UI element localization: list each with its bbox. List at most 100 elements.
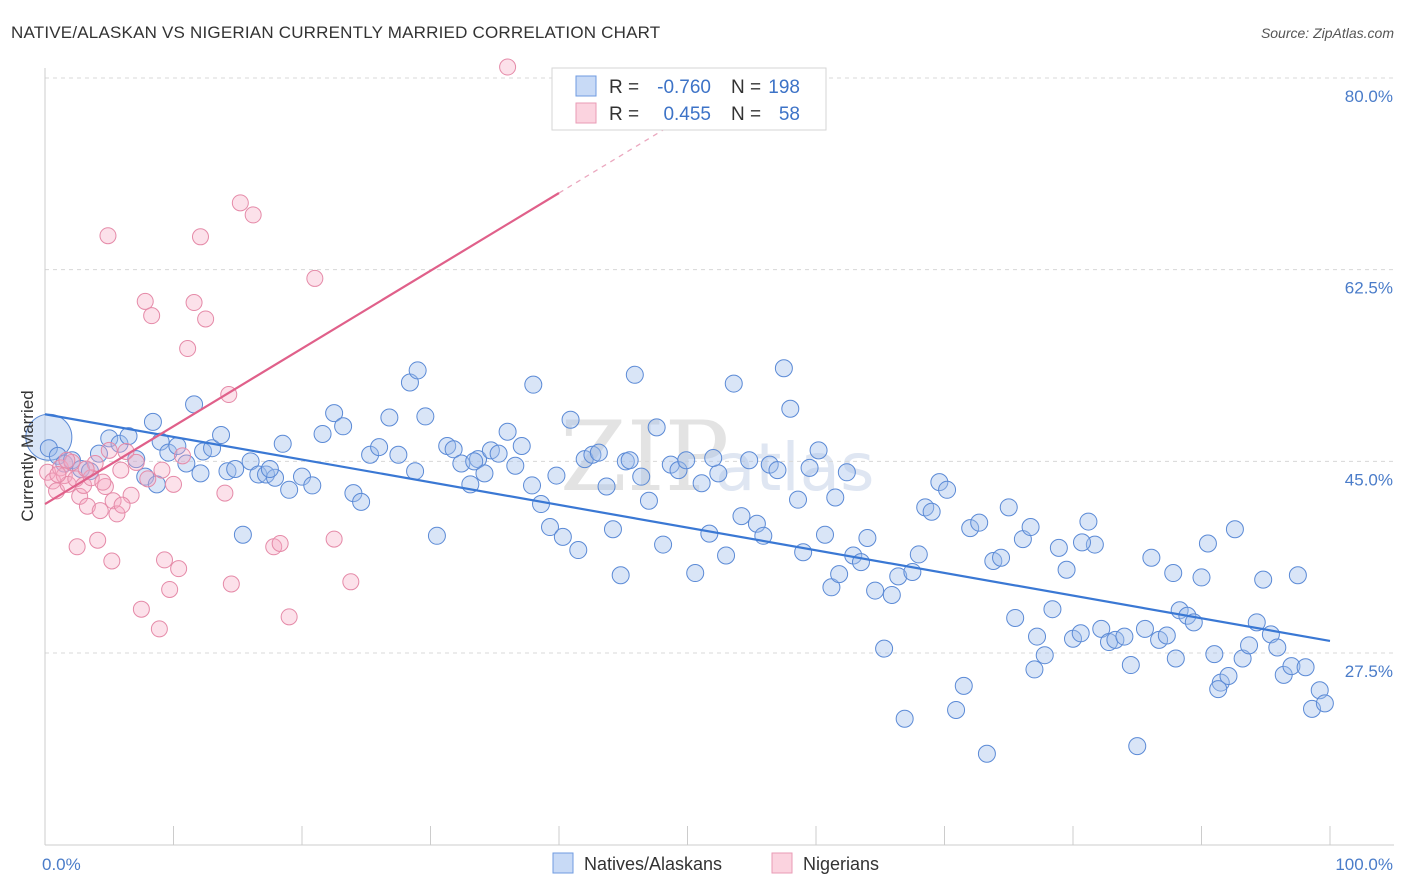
point-blue-74 — [654, 535, 673, 554]
point-blue-166 — [1315, 694, 1334, 713]
point-blue-144 — [1164, 564, 1183, 583]
point-pink-26 — [132, 600, 150, 618]
point-blue-153 — [1225, 520, 1244, 539]
point-pink-24 — [99, 227, 117, 245]
point-pink-28 — [143, 307, 161, 325]
point-blue-154 — [1233, 649, 1252, 668]
point-pink-29 — [150, 620, 168, 638]
point-blue-31 — [303, 476, 322, 495]
y-axis-title: Currently Married — [18, 390, 37, 521]
point-blue-27 — [266, 468, 285, 487]
point-blue-44 — [427, 526, 446, 545]
point-blue-24 — [241, 452, 260, 471]
point-blue-39 — [380, 408, 399, 427]
point-pink-49 — [191, 228, 209, 246]
point-blue-127 — [1043, 600, 1062, 619]
point-blue-125 — [1028, 627, 1047, 646]
point-blue-36 — [352, 492, 371, 511]
point-blue-128 — [1049, 538, 1068, 557]
point-blue-57 — [532, 495, 551, 514]
point-blue-95 — [809, 441, 828, 460]
point-pink-50 — [49, 465, 67, 483]
point-blue-28 — [273, 434, 292, 453]
point-blue-99 — [837, 463, 856, 482]
watermark: ZIP atlas — [560, 401, 875, 513]
trend-line-natives — [44, 413, 1331, 643]
point-blue-98 — [830, 565, 849, 584]
point-pink-35 — [185, 294, 203, 312]
legend-n-label-2: N = — [731, 104, 761, 125]
watermark-zip: ZIP — [560, 401, 729, 513]
legend-n-value-2: 58 — [779, 104, 800, 125]
watermark-atlas: atlas — [715, 429, 875, 506]
point-pink-55 — [139, 470, 157, 488]
point-blue-78 — [686, 564, 705, 583]
point-pink-51 — [58, 451, 76, 469]
point-blue-66 — [597, 477, 616, 496]
point-pink-56 — [153, 461, 171, 479]
point-blue-80 — [700, 524, 719, 543]
point-pink-27 — [136, 292, 154, 310]
point-blue-82 — [717, 546, 736, 565]
point-pink-33 — [170, 560, 188, 578]
point-blue-65 — [589, 443, 608, 462]
point-blue-170 — [1072, 533, 1091, 552]
point-pink-34 — [179, 340, 197, 358]
point-blue-73 — [647, 418, 666, 437]
y-tick-label-1: 45.0% — [1345, 470, 1393, 489]
point-blue-56 — [523, 476, 542, 495]
point-blue-155 — [1240, 636, 1259, 655]
point-pink-37 — [197, 310, 215, 328]
point-blue-112 — [930, 473, 949, 492]
point-blue-33 — [325, 404, 344, 423]
trend-line-nigerians — [44, 192, 560, 505]
point-blue-161 — [1282, 657, 1301, 676]
point-blue-132 — [1079, 512, 1098, 531]
point-pink-22 — [68, 538, 86, 556]
point-blue-152 — [1219, 667, 1238, 685]
point-blue-163 — [1296, 658, 1315, 677]
y-tick-label-3: 80.0% — [1345, 87, 1393, 106]
point-blue-141 — [1142, 548, 1161, 567]
point-blue-53 — [498, 422, 517, 441]
axes — [44, 68, 1394, 846]
point-blue-64 — [583, 445, 602, 464]
point-blue-174 — [826, 488, 845, 507]
point-blue-148 — [1192, 568, 1211, 587]
point-blue-60 — [553, 527, 572, 546]
point-blue-122 — [1006, 608, 1025, 627]
point-pink-40 — [231, 194, 249, 212]
point-blue-171 — [1166, 649, 1185, 668]
point-blue-106 — [889, 567, 908, 586]
point-blue-58 — [541, 518, 560, 537]
point-pink-30 — [156, 551, 174, 569]
y-tick-label-0: 27.5% — [1345, 662, 1393, 681]
point-blue-162 — [1288, 566, 1307, 585]
point-blue-22 — [226, 460, 245, 478]
legend-swatch-blue — [575, 75, 597, 97]
legend-r-value-1: -0.760 — [657, 77, 711, 98]
point-pink-23 — [89, 531, 107, 549]
legend-top-box — [551, 67, 827, 131]
point-pink-18 — [112, 461, 130, 479]
point-blue-167 — [524, 375, 543, 394]
point-blue-76 — [669, 461, 688, 480]
point-blue-139 — [1128, 737, 1147, 756]
point-blue-0 — [39, 439, 58, 458]
point-blue-150 — [1205, 645, 1224, 664]
point-blue-55 — [512, 437, 531, 455]
point-blue-23 — [233, 525, 252, 544]
point-pink-14 — [96, 478, 114, 496]
y-tick-label-2: 62.5% — [1345, 279, 1393, 298]
legend-bottom: Natives/Alaskans Nigerians — [552, 852, 879, 874]
point-blue-94 — [800, 458, 819, 477]
point-blue-46 — [444, 440, 463, 459]
point-blue-111 — [922, 502, 941, 521]
point-blue-159 — [1268, 638, 1287, 657]
point-blue-77 — [677, 451, 696, 470]
legend-r-label-1: R = — [609, 77, 639, 98]
point-blue-90 — [774, 359, 793, 378]
legend-bottom-label-blue: Natives/Alaskans — [584, 854, 722, 874]
point-blue-124 — [1021, 518, 1040, 537]
